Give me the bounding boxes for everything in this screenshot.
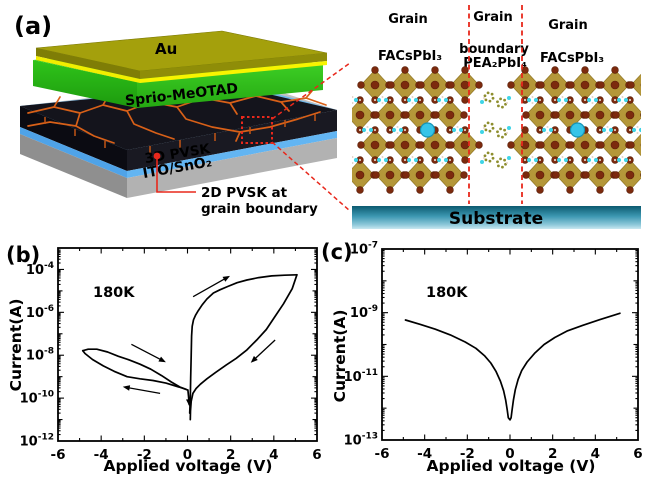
crystal-lattice [343, 67, 650, 194]
sweep-direction-arrowhead [158, 357, 166, 363]
sweep-direction-arrow [254, 340, 275, 360]
x-tick-label: -6 [51, 447, 66, 463]
y-axis-title: Current(A) [7, 299, 25, 392]
device-stack: Au Sprio-MeOTAD 3D PVSK ITO/SnO₂ [20, 31, 337, 198]
panel-c-letter: (c) [321, 240, 353, 264]
panel-a: (a) [14, 5, 650, 229]
boundary-callout-line1: 2D PVSK at [201, 185, 288, 201]
x-tick-label: 6 [633, 446, 642, 462]
grain-right-formula: FACsPbI₃ [540, 51, 604, 66]
y-tick-label: 10-7 [350, 241, 378, 258]
boundary-callout-line2: grain boundary [201, 201, 318, 217]
panel-a-letter: (a) [14, 12, 52, 40]
y-tick-label: 10-12 [20, 433, 54, 450]
grain-right-title: Grain [548, 18, 588, 33]
sweep-direction-arrow [127, 387, 160, 393]
curve-iv-curve [406, 313, 620, 420]
curve-negative-sweep-back [83, 349, 188, 390]
temperature-annotation: 180K [426, 285, 468, 301]
x-tick-label: -6 [375, 446, 390, 462]
y-tick-label: 10-13 [344, 432, 378, 449]
sweep-direction-arrowhead [223, 276, 230, 282]
x-tick-label: 6 [312, 447, 321, 463]
boundary-formula: PEA₂PbI₄ [463, 56, 527, 71]
y-tick-label: 10-6 [26, 304, 54, 321]
temperature-annotation: 180K [93, 285, 135, 301]
curve-negative-sweep-out [83, 351, 187, 390]
panel-b-letter: (b) [6, 243, 40, 267]
grain-left-title: Grain [388, 12, 428, 27]
boundary-title: Grain [473, 10, 513, 25]
curve-positive-sweep-up [190, 275, 297, 413]
y-tick-label: 10-8 [26, 347, 54, 364]
sweep-direction-arrowhead [123, 385, 130, 391]
x-axis-title: Applied voltage (V) [104, 457, 273, 475]
y-axis-title: Current(A) [331, 310, 349, 403]
axis-ticks [382, 249, 638, 440]
au-label: Au [155, 40, 177, 58]
curve-positive-sweep-down [190, 275, 297, 420]
y-tick-label: 10-9 [350, 304, 378, 321]
substrate-label: Substrate [449, 209, 543, 229]
grain-left-formula: FACsPbI₃ [378, 49, 442, 64]
axes-frame [58, 248, 317, 441]
x-axis-title: Applied voltage (V) [427, 457, 596, 475]
axis-ticks [58, 248, 317, 441]
sweep-direction-arrow [193, 278, 226, 297]
axes-frame [382, 249, 638, 440]
sweep-direction-arrow [131, 344, 162, 360]
crystal-labels: Grain FACsPbI₃ Grain boundary PEA₂PbI₄ G… [378, 10, 604, 71]
